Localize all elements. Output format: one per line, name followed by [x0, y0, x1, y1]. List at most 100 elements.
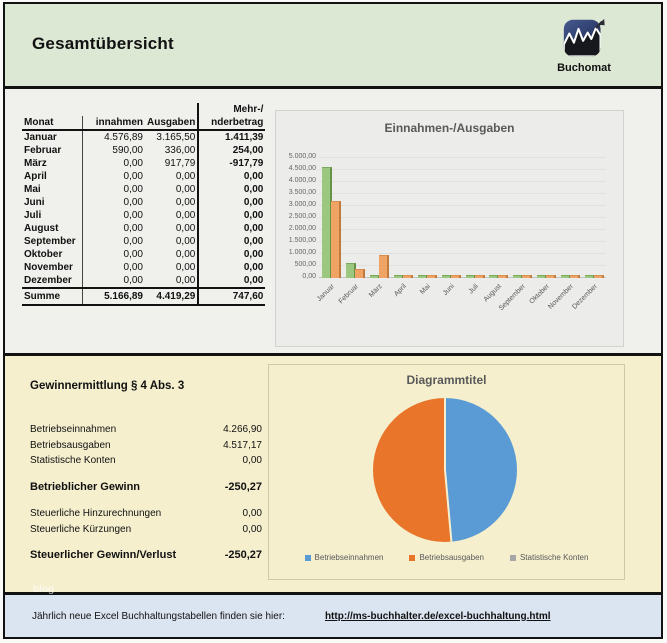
profit-row-value: 4.266,90: [223, 424, 262, 435]
bar-ausgaben-august: [498, 275, 509, 278]
brand-label: Buchomat: [557, 62, 611, 74]
cell-einnahmen: 0,00: [123, 197, 143, 208]
x-axis-tick-label: Oktober: [528, 283, 552, 306]
legend-item: Betriebsausgaben: [409, 553, 484, 562]
table-row: August 0,00 0,00 0,00: [22, 222, 266, 235]
table-row: Dezember 0,00 0,00 0,00: [22, 274, 266, 288]
overview-table: Mehr-/ Monat innahmen Ausgaben nderbetra…: [22, 103, 266, 306]
header-band: Gesamtübersicht Buchomat: [5, 4, 661, 89]
profit-row-value: -250,27: [224, 480, 262, 493]
gridline: [319, 229, 606, 230]
legend-swatch-icon: [409, 554, 416, 561]
cell-ausgaben: 3.165,50: [156, 132, 196, 143]
gridline: [319, 217, 606, 218]
profit-row: Betriebsausgaben 4.517,17: [30, 438, 262, 454]
cell-minderbetrag: 0,00: [197, 274, 266, 288]
table-total-row: Summe 5.166,89 4.419,29 747,60: [22, 287, 266, 306]
y-axis-tick-label: 4.000,00: [288, 177, 316, 184]
header-minderbetrag: nderbetrag: [197, 116, 266, 131]
x-axis-tick-label: Mai: [418, 283, 432, 296]
bar-ausgaben-märz: [378, 255, 389, 278]
buchomat-chart-logo-icon: [563, 18, 605, 57]
profit-row-label: Betrieblicher Gewinn: [30, 480, 141, 493]
header-monat: Monat: [22, 116, 83, 131]
cell-minderbetrag: 0,00: [197, 261, 266, 274]
profit-section: Gewinnermittlung § 4 Abs. 3 Betriebseinn…: [5, 356, 661, 595]
cell-minderbetrag: 0,00: [197, 222, 266, 235]
cell-minderbetrag: 0,00: [197, 183, 266, 196]
cell-minderbetrag: 254,00: [197, 144, 266, 157]
y-axis-tick-label: 2.500,00: [288, 213, 316, 220]
y-axis-tick-label: 500,00: [294, 261, 316, 268]
cell-summe-einnahmen: 5.166,89: [82, 287, 145, 306]
table-row: Oktober 0,00 0,00 0,00: [22, 248, 266, 261]
footer-text: Jährlich neue Excel Buchhaltungstabellen…: [32, 610, 285, 622]
cell-monat: März: [22, 157, 83, 170]
header-ausgaben: Ausgaben: [145, 116, 199, 131]
cell-monat: Juni: [22, 196, 83, 209]
legend-label: Betriebseinnahmen: [314, 553, 384, 562]
cell-ausgaben: 0,00: [175, 197, 196, 208]
profit-row-value: 0,00: [242, 523, 262, 535]
footer-link[interactable]: http://ms-buchhalter.de/excel-buchhaltun…: [324, 610, 551, 622]
cell-ausgaben: 336,00: [164, 145, 196, 156]
x-axis-tick-label: September: [498, 283, 528, 313]
y-axis-tick-label: 5.000,00: [288, 153, 316, 160]
table-row: Juli 0,00 0,00 0,00: [22, 209, 266, 222]
profit-row: Steuerliche Hinzurechnungen 0,00: [30, 506, 262, 522]
profit-row-value: 0,00: [242, 455, 262, 466]
cell-ausgaben: 0,00: [175, 249, 196, 260]
gridline: [319, 241, 606, 242]
x-axis-tick-label: August: [482, 283, 504, 304]
cell-monat: November: [22, 261, 83, 274]
bar-ausgaben-april: [402, 275, 413, 278]
legend-swatch-icon: [509, 554, 516, 561]
profit-row: Steuerliche Kürzungen 0,00: [30, 522, 262, 538]
legend-label: Statistische Konten: [519, 553, 589, 562]
cell-ausgaben: 0,00: [175, 171, 196, 182]
table-header-row-1: Mehr-/: [22, 103, 266, 116]
gridline: [319, 181, 606, 182]
cell-einnahmen: 0,00: [123, 249, 143, 260]
bar-ausgaben-mai: [426, 275, 437, 278]
cell-summe-label: Summe: [22, 287, 83, 306]
cell-minderbetrag: 0,00: [197, 196, 266, 209]
pie-legend: Betriebseinnahmen Betriebsausgaben Statist…: [269, 553, 624, 562]
bar-ausgaben-februar: [354, 269, 365, 278]
worksheet: Gesamtübersicht Buchomat: [3, 2, 663, 639]
cell-minderbetrag: -917,79: [197, 157, 266, 170]
profit-row-label: Steuerliche Hinzurechnungen: [30, 508, 162, 519]
cell-monat: Juli: [22, 209, 83, 222]
cell-einnahmen: 0,00: [123, 210, 143, 221]
cell-einnahmen: 0,00: [123, 236, 143, 247]
profit-row: Betriebseinnahmen 4.266,90: [30, 422, 262, 438]
pie-chart: Diagrammtitel Betriebseinnahmen Betriebsa…: [268, 364, 625, 580]
table-row: November 0,00 0,00 0,00: [22, 261, 266, 274]
bar-ausgaben-dezember: [594, 275, 605, 278]
y-axis-tick-label: 1.000,00: [288, 249, 316, 256]
cell-einnahmen: 0,00: [123, 275, 143, 286]
bar-ausgaben-juli: [474, 275, 485, 278]
profit-row-value: 0,00: [242, 508, 262, 519]
legend-item: Betriebseinnahmen: [304, 553, 384, 562]
cell-minderbetrag: 1.411,39: [197, 130, 266, 144]
profit-row: Statistische Konten 0,00: [30, 453, 262, 469]
table-header-row-2: Monat innahmen Ausgaben nderbetrag: [22, 116, 266, 131]
profit-row-label: Statistische Konten: [30, 455, 116, 466]
watermark-text: blog: [33, 584, 55, 595]
profit-row-label: Steuerliche Kürzungen: [30, 523, 132, 535]
cell-minderbetrag: 0,00: [197, 209, 266, 222]
profit-row-label: Betriebseinnahmen: [30, 424, 117, 435]
cell-einnahmen: 590,00: [112, 145, 143, 156]
cell-monat: Mai: [22, 183, 83, 196]
profit-row: Steuerlicher Gewinn/Verlust -250,27: [30, 548, 262, 564]
overview-section: Mehr-/ Monat innahmen Ausgaben nderbetra…: [5, 89, 661, 356]
table-row: Mai 0,00 0,00 0,00: [22, 183, 266, 196]
page-title: Gesamtübersicht: [32, 34, 174, 53]
cell-ausgaben: 917,79: [164, 158, 196, 169]
x-axis-tick-label: Juli: [467, 283, 480, 296]
cell-ausgaben: 0,00: [175, 210, 196, 221]
x-axis-line: [319, 277, 606, 278]
x-axis-tick-label: März: [367, 283, 384, 299]
cell-minderbetrag: 0,00: [197, 248, 266, 261]
